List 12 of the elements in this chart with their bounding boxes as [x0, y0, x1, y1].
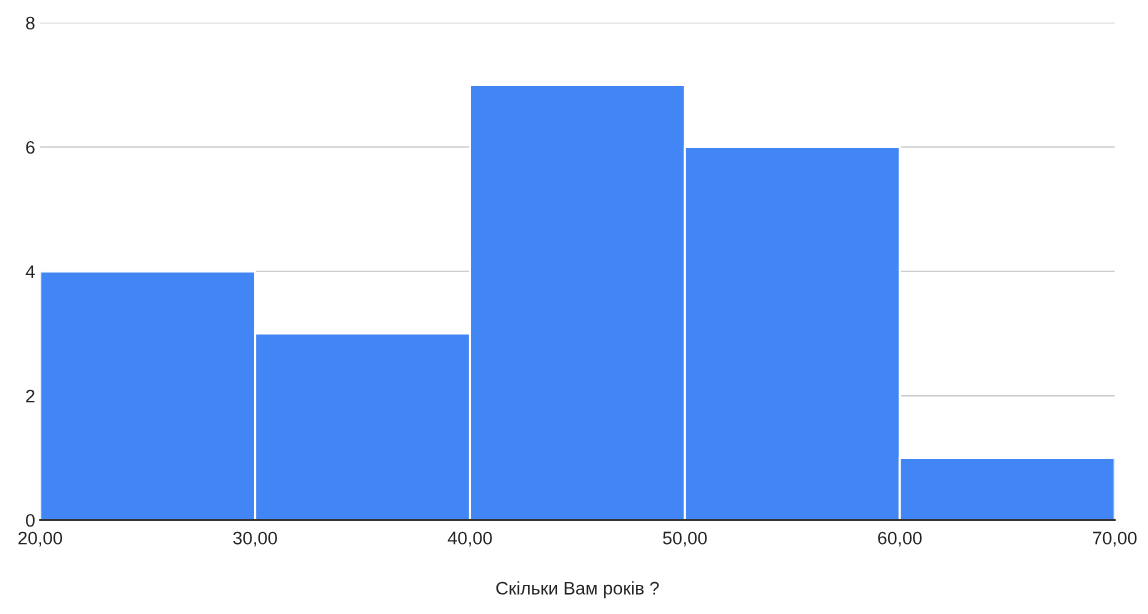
x-tick-label: 50,00	[663, 531, 707, 547]
y-tick-label: 6	[26, 140, 35, 154]
y-tick-label: 2	[26, 389, 35, 403]
x-axis-title: Скільки Вам років ?	[496, 581, 659, 599]
x-tick-label: 60,00	[878, 531, 922, 547]
x-tick-label: 20,00	[18, 531, 63, 547]
y-tick-label: 0	[25, 513, 35, 527]
x-tick-label: 40,00	[447, 531, 492, 547]
y-tick-label: 4	[25, 265, 35, 278]
y-tick-label: 8	[26, 16, 35, 30]
x-tick-label: 70,00	[1093, 531, 1137, 547]
x-tick-label: 30,00	[233, 531, 277, 547]
